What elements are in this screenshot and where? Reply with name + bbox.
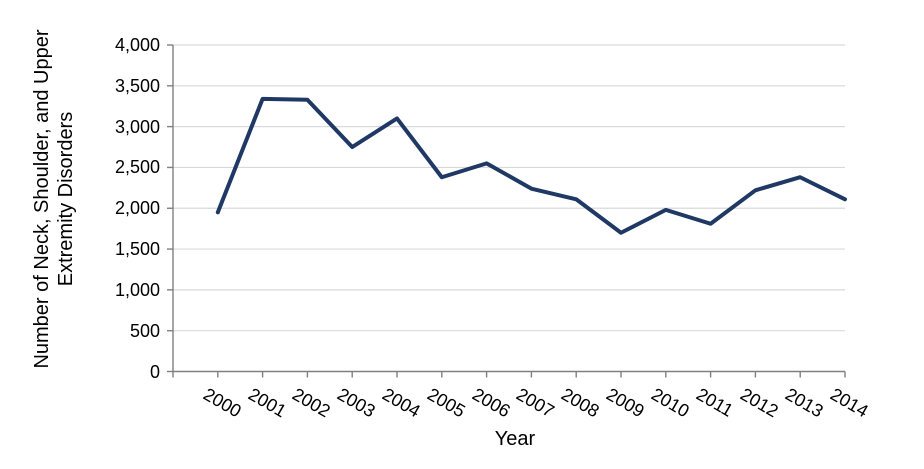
y-tick-label: 500 <box>129 320 160 341</box>
y-tick-label: 4,000 <box>114 35 160 55</box>
data-series-line <box>215 96 847 235</box>
y-tick-label: 1,500 <box>114 239 160 260</box>
y-tick-label: 2,500 <box>114 157 160 178</box>
y-tick-label: 3,000 <box>114 116 160 137</box>
y-tick-label: 1,000 <box>114 279 160 300</box>
y-tick-label: 0 <box>149 361 160 382</box>
y-tick-label: 3,500 <box>114 75 160 96</box>
x-axis-title: Year <box>494 428 536 450</box>
y-tick-label: 2,000 <box>114 198 160 219</box>
